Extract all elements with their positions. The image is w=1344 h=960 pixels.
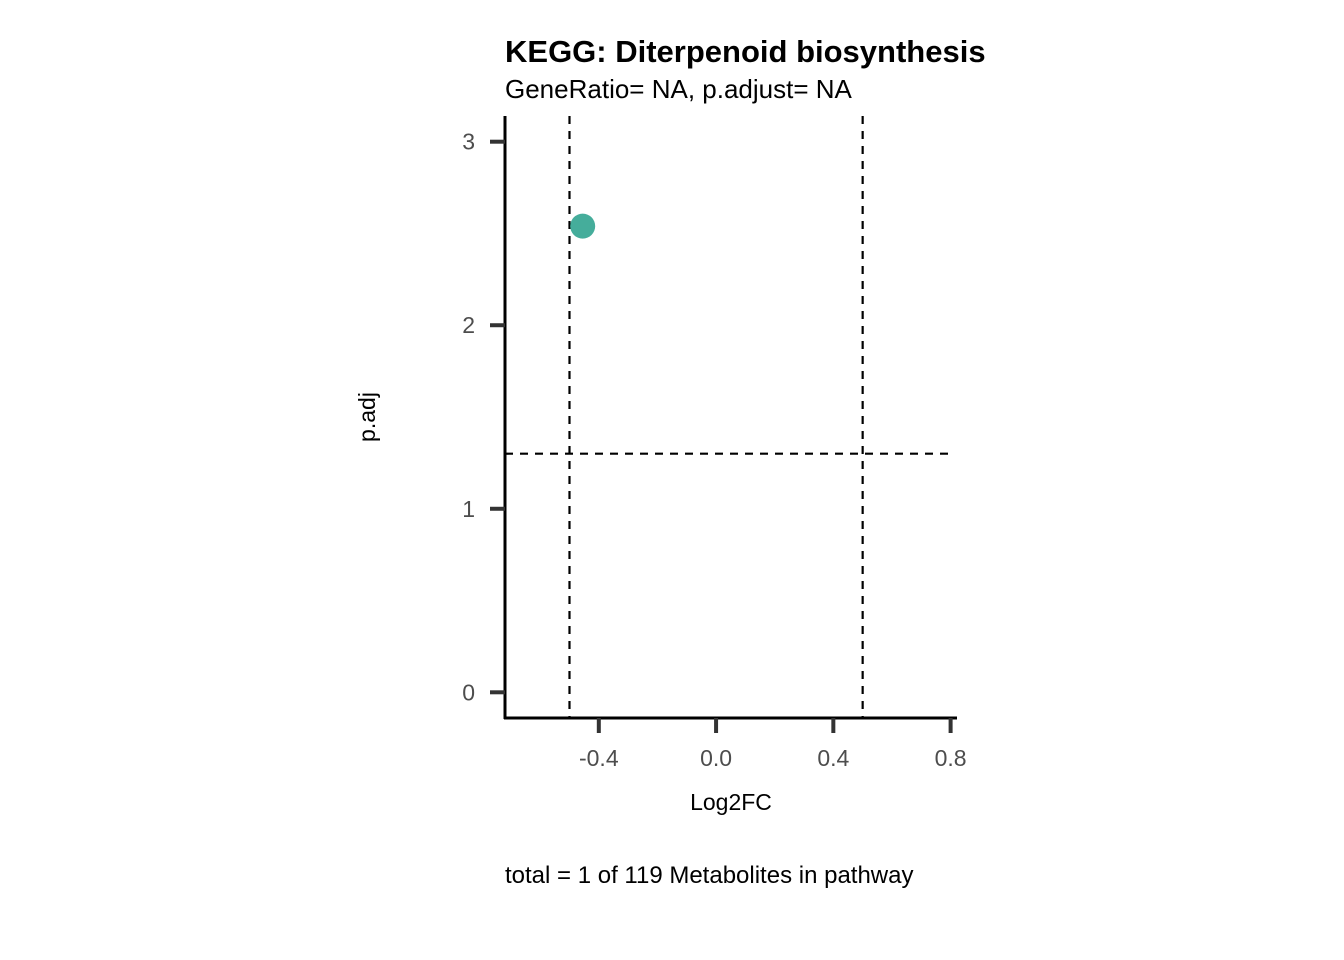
x-tick-label: -0.4 (579, 745, 619, 771)
y-tick-label: 1 (462, 496, 475, 522)
y-axis-ticks: 0 1 2 3 (462, 129, 505, 705)
y-tick-label: 2 (462, 312, 475, 338)
x-axis-title: Log2FC (690, 789, 772, 815)
y-tick-label: 3 (462, 129, 475, 155)
y-axis-title: p.adj (354, 392, 380, 442)
chart-caption: total = 1 of 119 Metabolites in pathway (505, 862, 913, 889)
threshold-lines (505, 116, 950, 718)
x-axis-ticks: -0.4 0.0 0.4 0.8 (579, 718, 967, 771)
y-tick-label: 0 (462, 679, 475, 705)
chart-title: KEGG: Diterpenoid biosynthesis (505, 34, 986, 69)
data-points (570, 213, 596, 239)
x-tick-label: 0.4 (817, 745, 849, 771)
x-tick-label: 0.0 (700, 745, 732, 771)
chart-subtitle: GeneRatio= NA, p.adjust= NA (505, 74, 853, 104)
x-tick-label: 0.8 (935, 745, 967, 771)
data-point (570, 213, 596, 239)
